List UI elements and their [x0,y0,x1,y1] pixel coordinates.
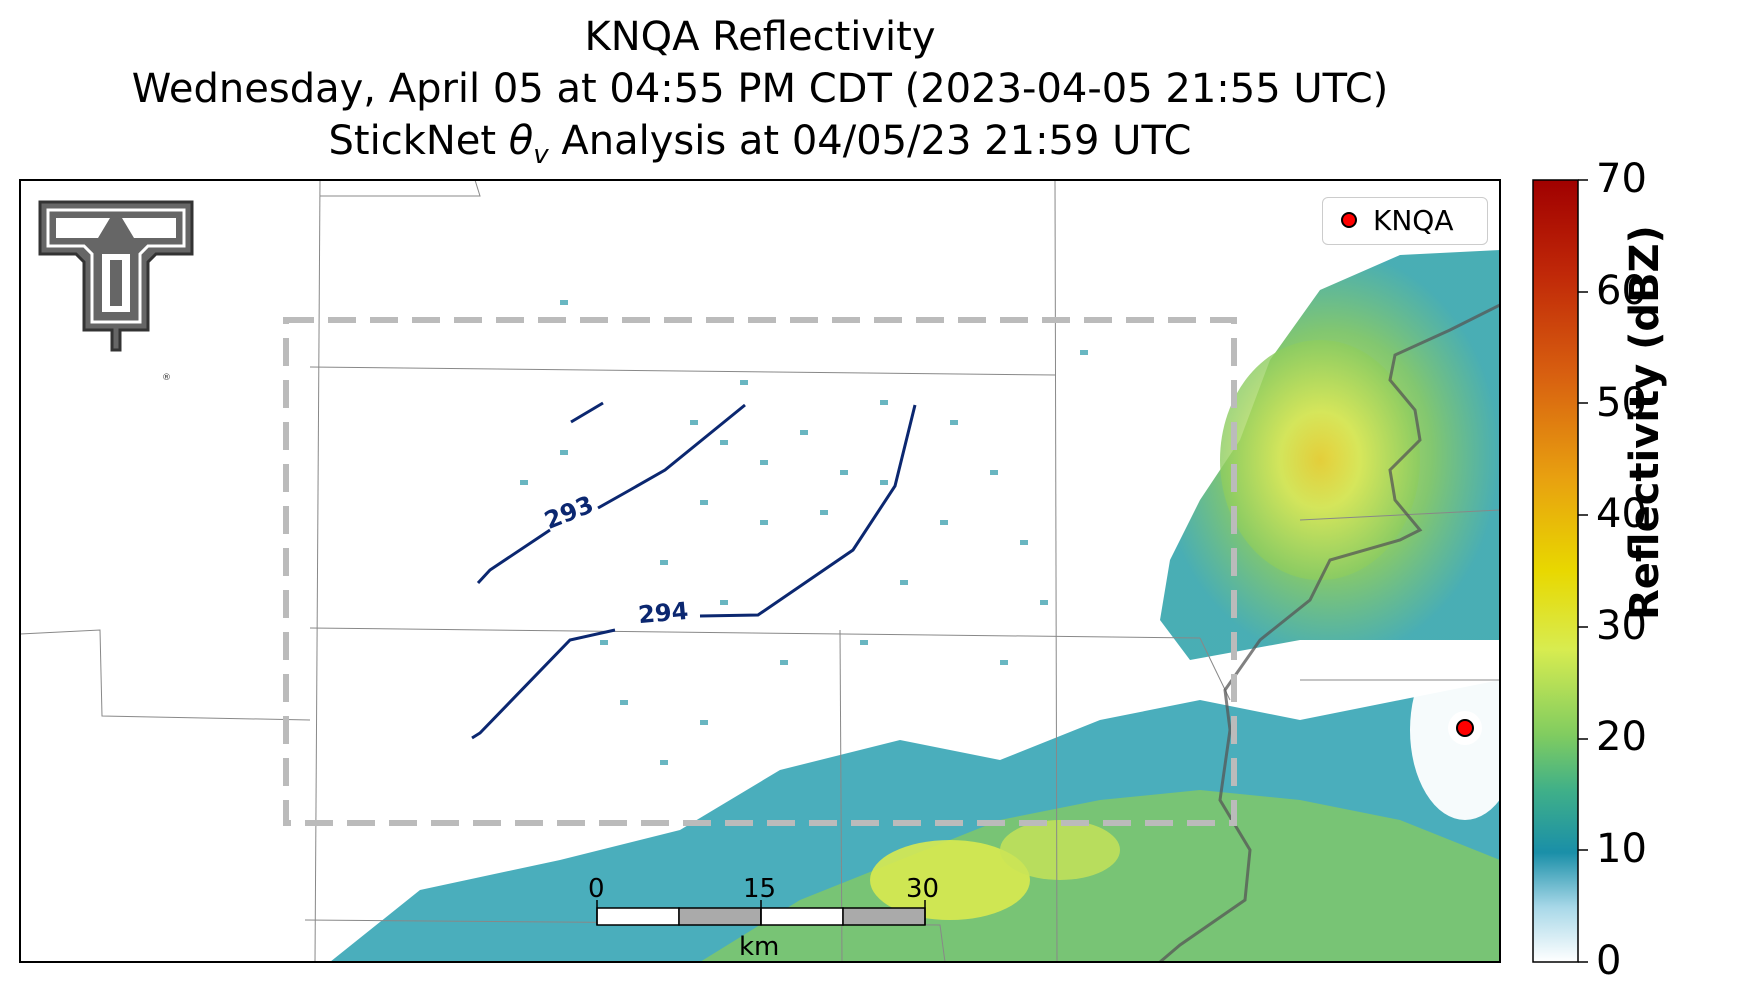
scale-tick-15: 15 [743,874,777,904]
colorbar-tick-20: 20 [1596,714,1647,760]
colorbar-tick-30: 30 [1596,603,1647,649]
contour-293-segment [570,401,604,424]
colorbar-tick-40: 40 [1596,491,1647,537]
title-line-3: StickNet θv Analysis at 04/05/23 21:59 U… [328,118,1192,170]
map-legend: KNQA [1322,197,1488,245]
analysis-domain-box [283,317,1237,826]
title-line-2: Wednesday, April 05 at 04:55 PM CDT (202… [131,66,1389,112]
scale-tick-30: 30 [906,874,940,904]
colorbar-title: Reflectivity (dBZ) [1622,225,1668,620]
colorbar [1532,179,1579,963]
svg-text:®: ® [162,373,171,383]
legend-marker [1341,212,1357,228]
county-boundaries [20,180,1500,962]
colorbar-tick-10: 10 [1596,826,1647,872]
map-frame [19,179,1501,963]
colorbar-tick-50: 50 [1596,380,1647,426]
scale-bar [596,900,926,926]
theta-v-contours [471,401,917,740]
colorbar-ticks [1578,179,1588,963]
title-line-1: KNQA Reflectivity [584,14,936,60]
colorbar-tick-60: 60 [1596,268,1647,314]
colorbar-tick-0: 0 [1596,938,1622,984]
colorbar-tick-70: 70 [1596,156,1647,202]
scale-unit: km [739,932,780,962]
texas-tech-logo: ® [38,200,194,383]
legend-label: KNQA [1373,204,1454,237]
contour-293-line [476,403,746,585]
state-boundary [1159,303,1500,962]
radar-site-marker [1456,719,1474,737]
scale-tick-0: 0 [588,874,605,904]
contour-label-294: 294 [637,597,689,629]
contour-294-line [471,404,917,740]
